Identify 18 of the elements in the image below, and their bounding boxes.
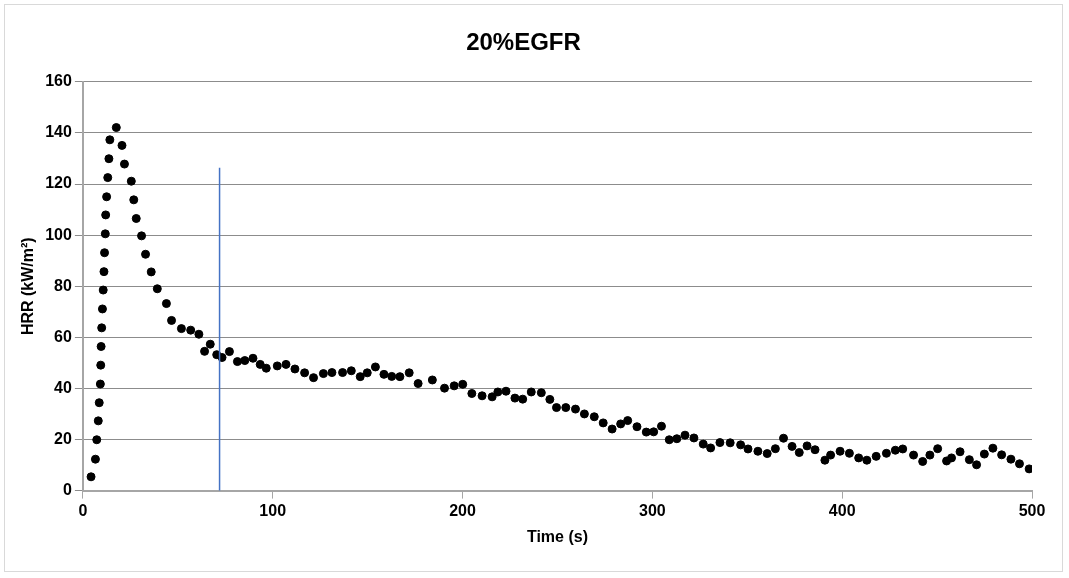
y-tick-label: 80 [54,276,72,294]
x-axis-title: Time (s) [526,527,588,545]
y-axis-title: HRR (kW/m²) [19,237,37,336]
y-tick-label: 140 [45,123,72,141]
x-tick-label: 400 [828,501,856,519]
y-tick-label: 40 [54,378,72,396]
y-tick-label: 20 [54,429,72,447]
y-tick-label: 0 [62,481,72,499]
x-tick-label: 500 [1018,501,1046,519]
x-tick-label: 100 [259,501,287,519]
x-tick-label: 200 [449,501,476,519]
y-tick-label: 60 [54,327,72,345]
y-tick-label: 100 [45,225,72,243]
x-tick-label: 300 [639,501,666,519]
y-tick-label: 120 [45,174,72,192]
y-tick-label: 160 [45,72,72,90]
chart-title: 20%EGFR [466,28,581,56]
x-tick-label: 0 [78,501,88,519]
